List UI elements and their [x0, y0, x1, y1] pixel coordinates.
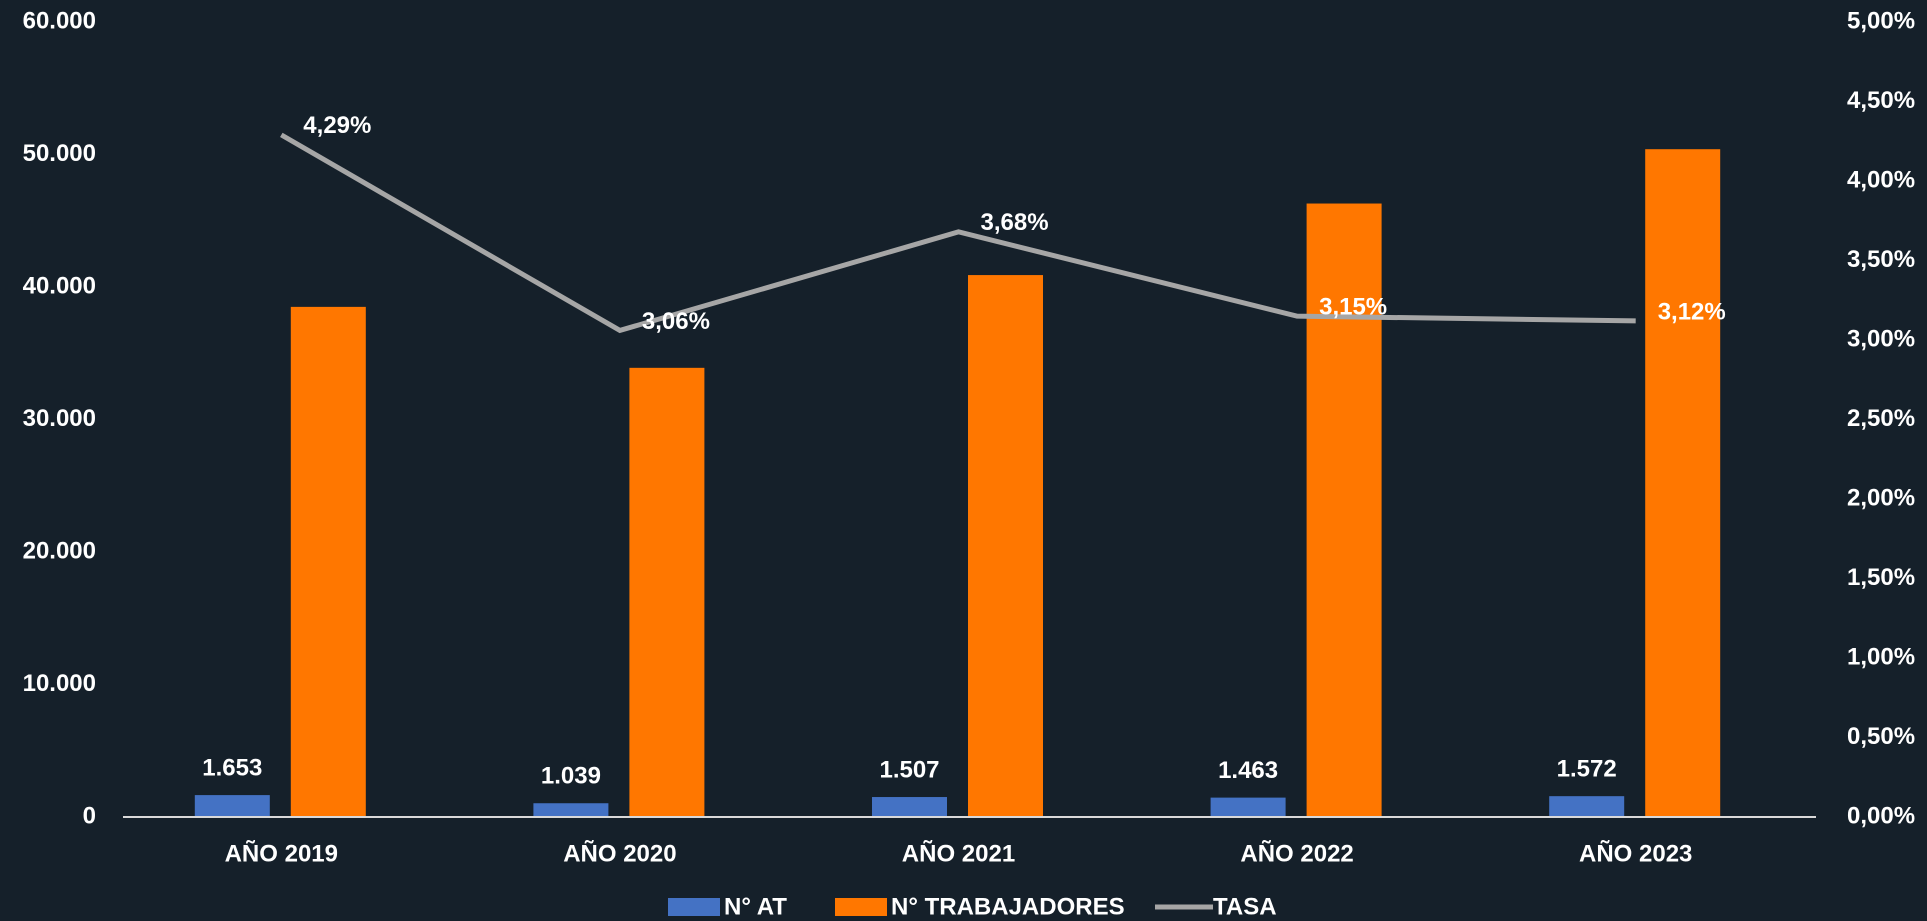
legend-label: TASA — [1213, 893, 1277, 920]
y2-tick-label: 1,50% — [1847, 564, 1915, 591]
bar — [533, 803, 609, 817]
x-tick-label: AÑO 2019 — [225, 839, 338, 867]
bar-label: 1.507 — [879, 756, 939, 783]
y-tick-label: 60.000 — [23, 7, 96, 34]
y2-tick-label: 2,00% — [1847, 484, 1915, 511]
y-tick-label: 50.000 — [23, 140, 96, 167]
x-tick-label: AÑO 2022 — [1240, 839, 1353, 867]
y2-tick-label: 1,00% — [1847, 643, 1915, 670]
x-tick-label: AÑO 2023 — [1579, 839, 1692, 867]
rate-label: 3,15% — [1319, 293, 1387, 320]
y-tick-label: 40.000 — [23, 272, 96, 299]
legend-label: N° TRABAJADORES — [891, 893, 1125, 920]
rate-label: 3,68% — [981, 209, 1049, 236]
y2-tick-label: 3,00% — [1847, 325, 1915, 352]
bar — [1549, 796, 1625, 817]
bar — [872, 797, 947, 817]
legend-swatch — [835, 898, 887, 916]
y-tick-label: 20.000 — [23, 537, 96, 564]
bar-label: 1.463 — [1218, 757, 1278, 784]
y2-tick-label: 4,00% — [1847, 166, 1915, 193]
bar — [290, 306, 366, 817]
y2-tick-label: 0,50% — [1847, 723, 1915, 750]
x-tick-label: AÑO 2021 — [902, 839, 1015, 867]
rate-label: 4,29% — [303, 112, 371, 139]
y-tick-label: 30.000 — [23, 405, 96, 432]
y2-tick-label: 2,50% — [1847, 405, 1915, 432]
bar — [1645, 149, 1721, 817]
rate-label: 3,12% — [1658, 298, 1726, 325]
legend-swatch — [668, 898, 720, 916]
x-tick-label: AÑO 2020 — [563, 839, 676, 867]
bar — [1306, 203, 1382, 817]
bar — [1210, 797, 1286, 817]
y-tick-label: 0 — [83, 802, 96, 829]
y2-tick-label: 3,50% — [1847, 246, 1915, 273]
bar-label: 1.653 — [202, 754, 262, 781]
bar — [629, 367, 705, 817]
bar-label: 1.039 — [541, 763, 601, 790]
bar — [968, 275, 1043, 817]
y-tick-label: 10.000 — [23, 670, 96, 697]
legend-label: N° AT — [724, 893, 787, 920]
y2-tick-label: 4,50% — [1847, 87, 1915, 114]
rate-label: 3,06% — [642, 308, 710, 335]
y2-tick-label: 5,00% — [1847, 7, 1915, 34]
y2-tick-label: 0,00% — [1847, 802, 1915, 829]
bar — [194, 795, 270, 817]
rate-line — [280, 132, 1636, 334]
bar-label: 1.572 — [1557, 756, 1617, 783]
